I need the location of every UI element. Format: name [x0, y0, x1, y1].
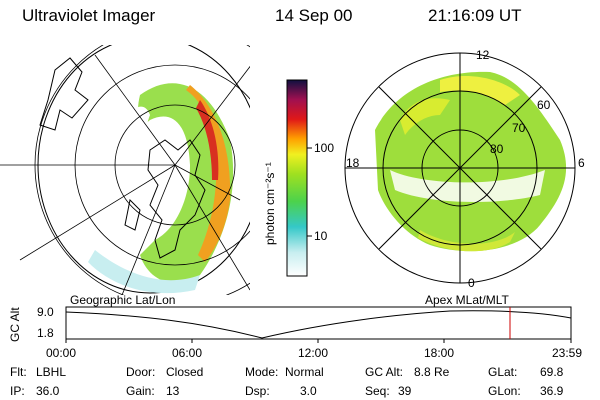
mlt-label-6: 6	[578, 156, 585, 170]
gc-alt-key: GC Alt:	[365, 365, 404, 379]
timeline-ylabel: GC Alt	[8, 307, 22, 342]
left-panel-label: Geographic Lat/Lon	[70, 293, 176, 307]
mlat-label-70: 70	[512, 121, 526, 135]
mlat-label-80: 80	[490, 142, 504, 156]
seq-key: Seq:	[365, 384, 390, 398]
glat-key: GLat:	[488, 365, 518, 379]
polar-plot	[344, 52, 576, 284]
door-key: Door:	[126, 365, 156, 379]
flt-key: Flt:	[10, 365, 27, 379]
colorbar	[286, 79, 312, 277]
mlt-label-18: 18	[346, 156, 360, 170]
gc-alt-value: 8.8 Re	[414, 365, 450, 379]
gain-value: 13	[166, 384, 180, 398]
mode-value: Normal	[285, 365, 324, 379]
timeline-xtick: 18:00	[424, 346, 455, 360]
ip-key: IP:	[10, 384, 25, 398]
date-label: 14 Sep 00	[275, 6, 353, 25]
dsp-value: 3.0	[300, 384, 317, 398]
mode-key: Mode:	[245, 365, 279, 379]
glat-value: 69.8	[540, 365, 564, 379]
colorbar-tick-10: 10	[314, 229, 328, 243]
mlat-label-60: 60	[537, 98, 551, 112]
altitude-timeline	[65, 306, 572, 343]
altitude-curve	[65, 310, 572, 339]
colorbar-tick-100: 100	[314, 141, 335, 155]
timeline-ytick-top: 9.0	[37, 305, 54, 319]
mlt-label-0: 0	[468, 276, 475, 290]
seq-value: 39	[398, 384, 412, 398]
timeline-xtick: 12:00	[298, 346, 329, 360]
glon-value: 36.9	[540, 384, 564, 398]
geographic-map	[0, 45, 250, 295]
mlt-label-12: 12	[476, 48, 490, 62]
timeline-ytick-bottom: 1.8	[37, 326, 54, 340]
timeline-xtick: 23:59	[552, 346, 583, 360]
door-value: Closed	[166, 365, 204, 379]
time-label: 21:16:09 UT	[428, 6, 522, 25]
gain-key: Gain:	[126, 384, 155, 398]
flt-value: LBHL	[36, 365, 67, 379]
glon-key: GLon:	[488, 384, 521, 398]
timeline-xtick: 00:00	[46, 346, 77, 360]
dsp-key: Dsp:	[245, 384, 270, 398]
instrument-title: Ultraviolet Imager	[22, 6, 156, 25]
ip-value: 36.0	[36, 384, 60, 398]
right-panel-label: Apex MLat/MLT	[425, 293, 509, 307]
colorbar-unit-label: photon cm⁻²s⁻¹	[263, 162, 277, 245]
timeline-xtick: 06:00	[172, 346, 203, 360]
